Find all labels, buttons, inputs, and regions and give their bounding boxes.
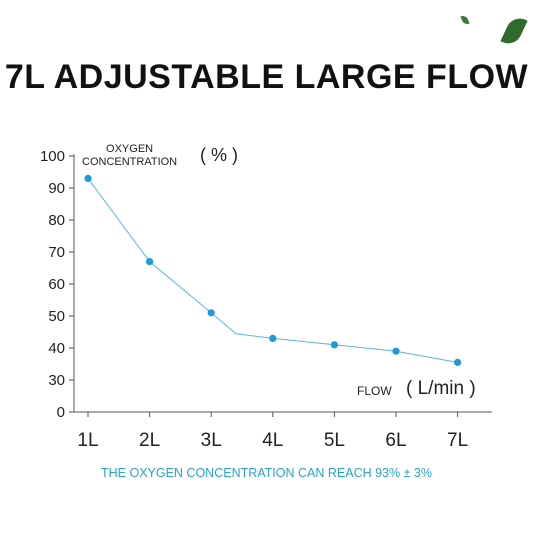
y-tick-label: 0 — [57, 404, 65, 421]
x-tick-label: 3L — [201, 430, 222, 451]
data-point — [146, 258, 154, 266]
y-tick-label: 80 — [48, 212, 65, 229]
y-axis-unit: ( % ) — [200, 145, 238, 165]
y-tick-label: 40 — [48, 340, 65, 357]
data-point — [84, 174, 92, 182]
y-tick-label: 50 — [48, 308, 65, 325]
x-tick-label: 4L — [262, 430, 283, 451]
y-tick-label: 60 — [48, 276, 65, 293]
data-point — [392, 347, 400, 355]
y-axis-label: OXYGEN CONCENTRATION — [82, 143, 178, 168]
x-tick-label: 1L — [77, 430, 98, 451]
y-tick-label: 30 — [48, 372, 65, 389]
x-axis-unit: ( L/min ) — [406, 378, 476, 399]
x-axis-label: FLOW — [357, 384, 392, 398]
series-line — [87, 178, 458, 363]
y-tick-label: 100 — [40, 148, 65, 165]
x-tick-label: 5L — [324, 430, 345, 451]
x-tick-label: 2L — [139, 430, 160, 451]
footer-note: THE OXYGEN CONCENTRATION CAN REACH 93% ±… — [101, 466, 432, 480]
x-tick-label: 6L — [385, 430, 406, 451]
chart-title: 7L ADJUSTABLE LARGE FLOW — [4, 58, 529, 96]
data-point — [454, 358, 462, 366]
x-tick-label: 7L — [447, 430, 468, 451]
y-tick-label: 70 — [48, 244, 65, 261]
data-point — [207, 309, 215, 317]
data-point — [269, 334, 277, 342]
data-point — [330, 341, 338, 349]
y-tick-label: 90 — [48, 180, 65, 197]
